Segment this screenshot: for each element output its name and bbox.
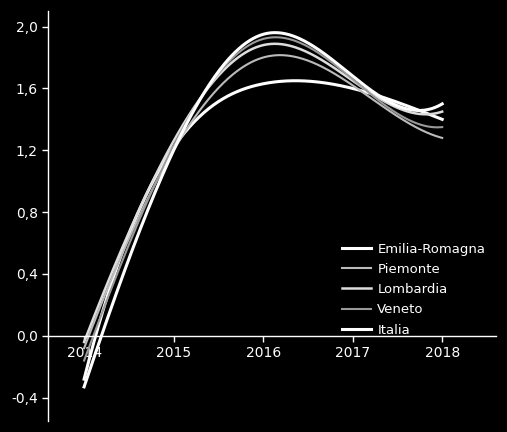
Piemonte <box>407 121 413 127</box>
Veneto <box>294 39 300 44</box>
Italia <box>296 35 302 41</box>
Lombardia <box>81 340 87 345</box>
Piemonte <box>301 57 307 62</box>
Emilia-Romagna <box>439 117 445 122</box>
Piemonte <box>277 53 283 58</box>
Line: Piemonte: Piemonte <box>84 55 442 348</box>
Veneto <box>296 40 302 45</box>
Veneto <box>439 124 445 130</box>
Italia <box>407 107 413 112</box>
Legend: Emilia-Romagna, Piemonte, Lombardia, Veneto, Italia: Emilia-Romagna, Piemonte, Lombardia, Ven… <box>338 238 489 340</box>
Veneto <box>384 104 390 109</box>
Italia <box>294 35 300 40</box>
Emilia-Romagna <box>301 78 307 83</box>
Line: Lombardia: Lombardia <box>84 44 442 342</box>
Piemonte <box>294 55 300 60</box>
Piemonte <box>81 346 87 351</box>
Line: Veneto: Veneto <box>84 37 442 361</box>
Line: Italia: Italia <box>84 33 442 387</box>
Veneto <box>81 358 87 363</box>
Emilia-Romagna <box>407 104 413 109</box>
Italia <box>81 384 87 390</box>
Emilia-Romagna <box>82 372 88 377</box>
Veneto <box>273 35 279 40</box>
Emilia-Romagna <box>81 377 87 382</box>
Italia <box>384 98 390 103</box>
Lombardia <box>296 46 302 51</box>
Line: Emilia-Romagna: Emilia-Romagna <box>84 81 442 379</box>
Lombardia <box>301 48 307 54</box>
Lombardia <box>384 100 390 105</box>
Veneto <box>301 42 307 48</box>
Lombardia <box>271 41 277 46</box>
Italia <box>82 381 88 386</box>
Piemonte <box>296 55 302 60</box>
Lombardia <box>439 109 445 114</box>
Emilia-Romagna <box>384 96 390 101</box>
Piemonte <box>384 107 390 112</box>
Emilia-Romagna <box>296 78 302 83</box>
Italia <box>439 101 445 106</box>
Veneto <box>82 355 88 360</box>
Veneto <box>407 118 413 123</box>
Lombardia <box>294 45 300 51</box>
Emilia-Romagna <box>293 78 299 83</box>
Piemonte <box>439 135 445 140</box>
Italia <box>301 38 307 44</box>
Italia <box>271 30 277 35</box>
Lombardia <box>407 110 413 115</box>
Piemonte <box>82 343 88 348</box>
Lombardia <box>82 337 88 342</box>
Emilia-Romagna <box>294 78 300 83</box>
